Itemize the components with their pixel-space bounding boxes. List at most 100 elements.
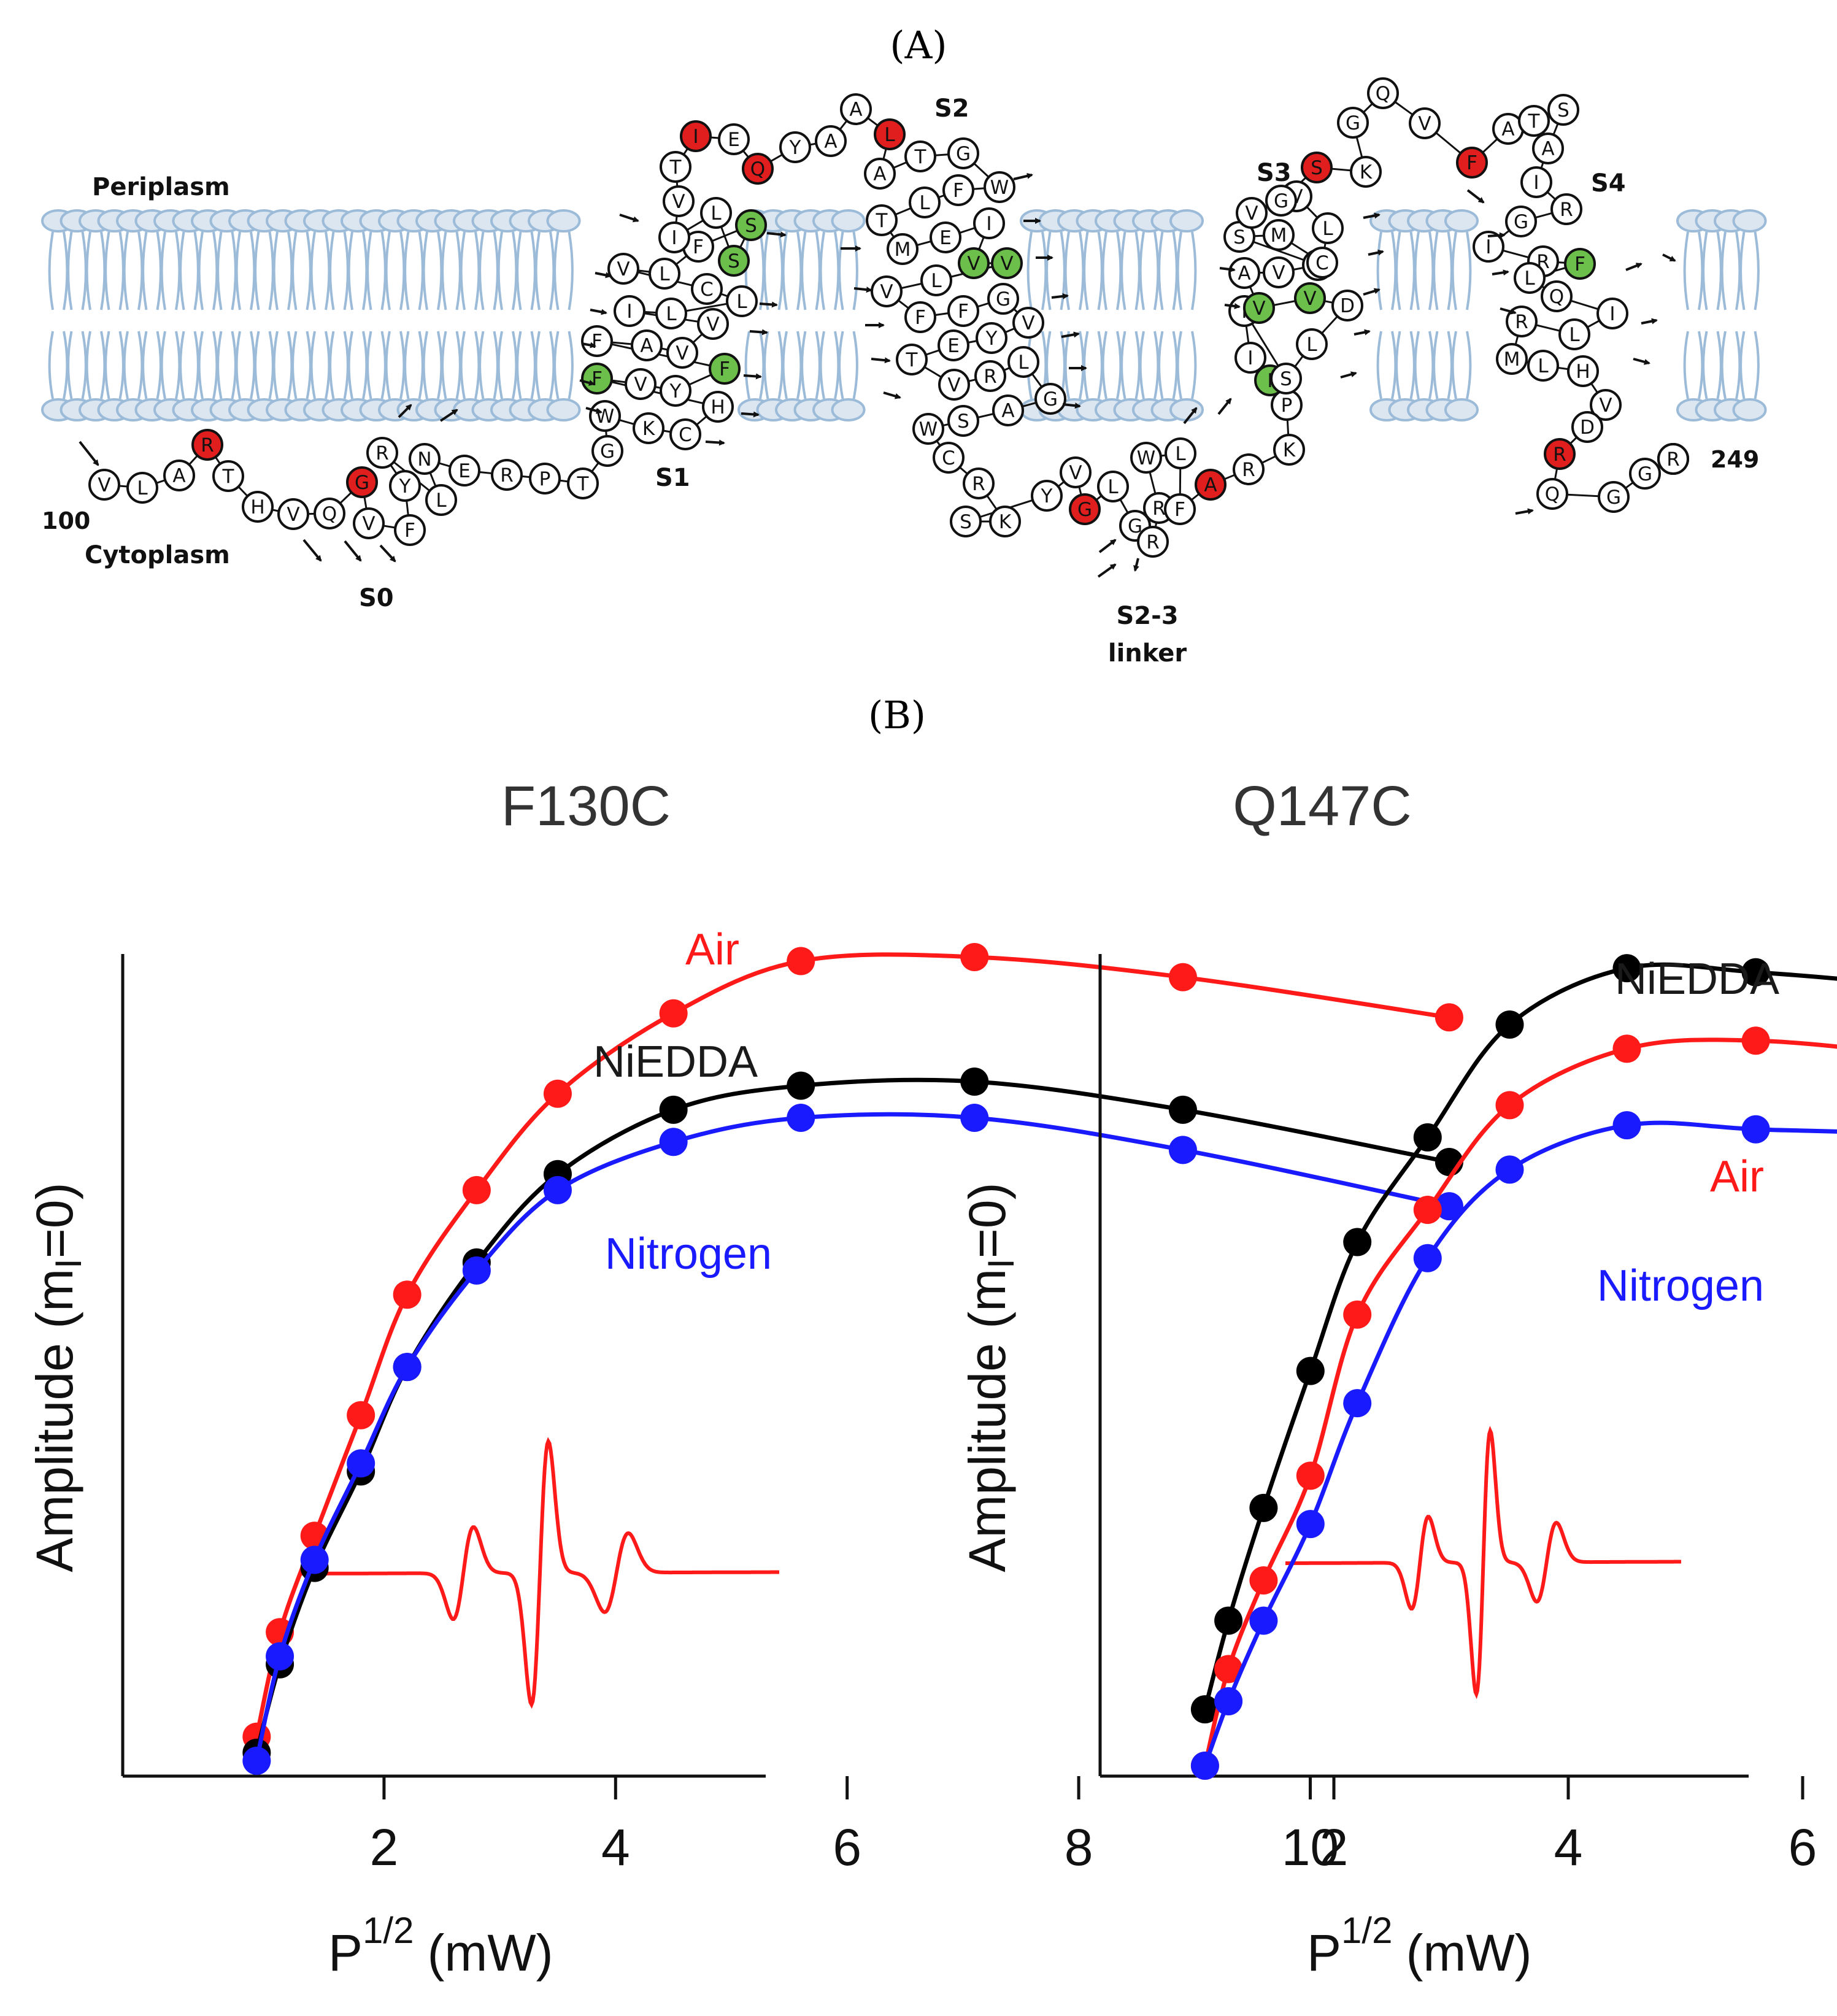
lipid-tail: [1376, 231, 1382, 310]
lipid-tail: [1735, 231, 1741, 310]
residue-circle: [663, 185, 695, 217]
residue-letter: V: [1022, 312, 1034, 334]
data-point-air: [1168, 963, 1197, 991]
lipid-tail: [1447, 331, 1453, 399]
lipid-tail: [530, 231, 536, 310]
residue-letter: N: [417, 448, 431, 471]
residue: L: [909, 187, 941, 218]
direction-arrow: [705, 439, 725, 446]
residue: W: [1130, 442, 1162, 474]
data-point-nitrogen: [393, 1353, 422, 1382]
series-line-nitrogen: [1203, 1120, 1837, 1767]
lipid-tail: [325, 231, 331, 310]
data-point-nitrogen: [347, 1449, 375, 1478]
residue: E: [718, 123, 750, 155]
segment-label-s2: S2: [934, 94, 969, 123]
y-axis-label: Amplitude (mI=0): [26, 1182, 89, 1572]
epr-spectrum-line: [1285, 1425, 1681, 1699]
residue-circle: [1596, 298, 1628, 329]
data-point-air: [1435, 1003, 1463, 1032]
residue-letter: F: [1574, 253, 1585, 275]
lipid-head: [546, 209, 581, 233]
residue-circle: [1007, 346, 1039, 378]
lipid-tail: [1097, 231, 1103, 310]
residue-circle: [1034, 383, 1066, 415]
data-point-air: [462, 1175, 491, 1204]
lipid-tail: [1134, 231, 1141, 310]
direction-arrow: [1368, 249, 1384, 256]
residue: Y: [1031, 480, 1063, 512]
lipid-tail: [160, 331, 166, 399]
direction-arrow: [79, 441, 99, 466]
lipid-tail: [1153, 331, 1160, 399]
lipid-tail: [179, 231, 185, 310]
residue-circle: [1544, 438, 1576, 470]
lipid-tail: [777, 331, 784, 399]
residue-letter: S: [745, 215, 757, 237]
residue-circle: [649, 258, 680, 290]
lipid-tail: [763, 231, 769, 310]
residue-letter: A: [849, 99, 862, 121]
residue: I: [680, 120, 712, 152]
residue: C: [669, 418, 701, 450]
residue-circle: [1567, 355, 1599, 387]
residue: G: [346, 466, 378, 498]
residue-letter: K: [1283, 439, 1296, 461]
data-point-niedda: [1168, 1095, 1197, 1124]
lipid-head: [1444, 209, 1479, 233]
residue-letter: V: [706, 314, 719, 336]
residue-circle: [973, 207, 1005, 239]
residue: T: [212, 460, 244, 492]
lipid-tail: [493, 331, 499, 399]
data-point-niedda: [1413, 1123, 1442, 1152]
residue: F: [942, 174, 974, 206]
lipid-tail: [497, 331, 503, 399]
lipid-tail: [1409, 231, 1415, 310]
residue-letter: W: [1137, 447, 1156, 469]
residue-letter: Y: [1041, 485, 1053, 507]
direction-arrow: [853, 287, 872, 293]
residue-letter: L: [736, 291, 747, 313]
residue-circle: [904, 301, 936, 333]
lipid-tail: [329, 231, 335, 310]
data-point-niedda: [1296, 1356, 1325, 1385]
residue-letter: P: [1281, 394, 1293, 417]
residue: G: [1629, 458, 1661, 490]
data-point-niedda: [1612, 954, 1641, 983]
residue-letter: K: [642, 418, 655, 440]
residue-letter: F: [693, 236, 704, 258]
data-point-nitrogen: [1296, 1510, 1325, 1539]
lipid-tail: [759, 231, 765, 310]
residue: R: [1233, 453, 1265, 485]
lipid-tail: [763, 331, 769, 399]
residue-letter: V: [1245, 202, 1258, 225]
residue: F: [947, 295, 979, 327]
direction-arrow: [1641, 318, 1658, 325]
residue-circle: [655, 298, 687, 329]
residue: F: [904, 301, 936, 333]
lipid-tail: [1735, 331, 1741, 399]
residue: A: [631, 329, 663, 361]
residue-circle: [1496, 343, 1528, 375]
residue-circle: [1012, 307, 1044, 339]
data-point-air: [1296, 1461, 1325, 1490]
residue-circle: [1520, 166, 1552, 198]
residue: I: [973, 207, 1005, 239]
segment-label-s1: S1: [655, 464, 690, 492]
residue-circle: [1367, 77, 1399, 109]
data-point-nitrogen: [1612, 1111, 1641, 1140]
residue-circle: [987, 283, 1019, 315]
residue-circle: [1097, 471, 1129, 502]
lipid-tail: [553, 331, 560, 399]
residue-letter: S: [1280, 368, 1292, 390]
residue: V: [277, 498, 309, 530]
direction-arrow: [1354, 329, 1371, 336]
residue-circle: [933, 442, 965, 474]
residue-circle: [1130, 442, 1162, 474]
residue-letter: F: [953, 180, 964, 202]
residue-circle: [1265, 185, 1297, 217]
residue: A: [1195, 469, 1227, 501]
segment-label-s0: S0: [359, 584, 394, 612]
lipid-tail: [838, 331, 844, 399]
residue: E: [938, 329, 969, 361]
